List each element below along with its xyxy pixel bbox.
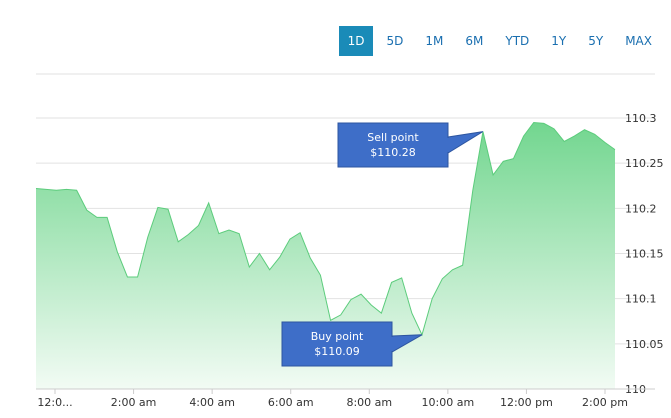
- callout-label: Sell point: [367, 131, 419, 144]
- callout-sell-point: Sell point $110.28: [337, 122, 484, 168]
- callout-box: [337, 122, 449, 168]
- range-button-5y[interactable]: 5Y: [588, 34, 604, 48]
- x-tick-label: 10:00 am: [422, 396, 475, 409]
- time-range-selector: 1D 5D 1M 6M YTD 1Y 5Y MAX: [335, 26, 661, 56]
- range-button-6m[interactable]: 6M: [465, 34, 484, 48]
- callout-label: Buy point: [311, 330, 364, 343]
- callout-box: [281, 321, 393, 367]
- series-line: [35, 121, 616, 337]
- y-tick-label: 110.15: [625, 248, 664, 261]
- callouts: Buy point $110.09 Sell point $110.28: [281, 122, 484, 367]
- x-tick-label: 12:00 pm: [500, 396, 553, 409]
- range-button-max[interactable]: MAX: [625, 34, 652, 48]
- callout-seam: [446, 138, 449, 152]
- callout-value: $110.09: [314, 345, 360, 358]
- range-button-1y[interactable]: 1Y: [551, 34, 567, 48]
- y-tick-label: 110.05: [625, 338, 664, 351]
- x-tick-label: 6:00 am: [268, 396, 314, 409]
- x-tick-label: 8:00 am: [346, 396, 392, 409]
- x-tick-label: 4:00 am: [189, 396, 235, 409]
- area-fill: [36, 122, 615, 390]
- x-axis: 12:0... 2:00 am 4:00 am 6:00 am 8:00 am 10:00…: [36, 388, 655, 409]
- x-tick-label: 2:00 pm: [582, 396, 628, 409]
- y-tick-label: 110.2: [625, 202, 657, 215]
- range-button-1m[interactable]: 1M: [425, 34, 444, 48]
- y-tick-label: 110.3: [625, 112, 657, 125]
- area-series: [35, 121, 616, 390]
- range-button-5d[interactable]: 5D: [386, 34, 404, 48]
- range-button-ytd[interactable]: YTD: [505, 34, 530, 48]
- y-tick-label: 110.1: [625, 293, 657, 306]
- x-tick-label: 12:0...: [37, 396, 72, 409]
- range-button-1d[interactable]: 1D: [338, 26, 374, 56]
- callout-seam: [390, 337, 393, 351]
- callout-buy-point: Buy point $110.09: [281, 321, 423, 367]
- x-tick-label: 2:00 am: [111, 396, 157, 409]
- callout-value: $110.28: [370, 146, 416, 159]
- callout-pointer: [447, 131, 484, 154]
- y-tick-label: 110.25: [625, 157, 664, 170]
